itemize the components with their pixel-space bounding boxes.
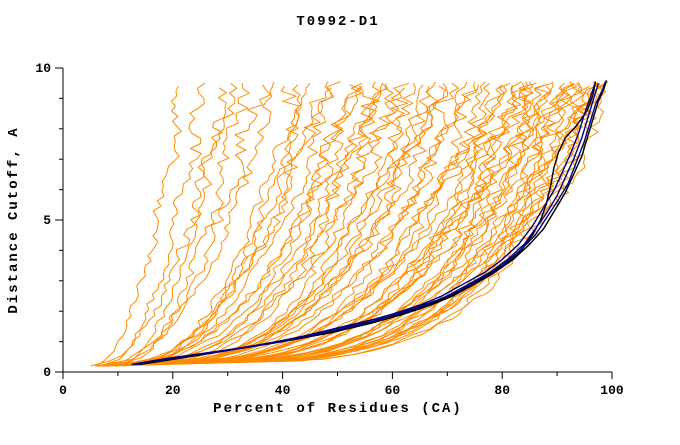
model-curve xyxy=(122,84,584,365)
y-tick-label: 0 xyxy=(43,365,51,380)
highlight-black-curve-1 xyxy=(134,81,597,366)
model-curve xyxy=(122,82,389,367)
highlight-navy-curve-3 xyxy=(131,81,597,366)
model-curve xyxy=(116,81,523,365)
y-tick-label: 5 xyxy=(43,213,51,228)
model-curve xyxy=(123,81,529,365)
x-tick-label: 60 xyxy=(385,383,401,398)
model-curve xyxy=(104,82,553,367)
x-tick-label: 40 xyxy=(275,383,291,398)
model-curve xyxy=(95,87,406,367)
model-curve xyxy=(111,81,382,367)
model-curve xyxy=(132,84,424,364)
x-tick-label: 80 xyxy=(494,383,510,398)
model-curve xyxy=(112,82,575,367)
x-tick-label: 0 xyxy=(59,383,67,398)
model-curve xyxy=(121,81,478,365)
model-curve xyxy=(116,81,341,365)
model-curve xyxy=(95,85,182,367)
model-curve xyxy=(94,82,383,367)
model-curve xyxy=(137,84,302,364)
axes-layer: 0 20 40 60 80 100 0 5 10 xyxy=(35,61,624,398)
y-tick-label: 10 xyxy=(35,61,51,76)
x-tick-label: 20 xyxy=(165,383,181,398)
model-curve xyxy=(119,81,609,365)
model-curve xyxy=(123,83,250,364)
model-curve xyxy=(110,81,468,367)
model-curves-layer xyxy=(90,81,609,367)
model-curve xyxy=(140,82,410,364)
model-curve xyxy=(102,84,574,367)
model-curve xyxy=(104,82,206,365)
model-curve xyxy=(90,82,238,367)
model-curve xyxy=(98,85,564,367)
model-curve xyxy=(111,87,227,367)
model-curve xyxy=(120,81,603,365)
model-curve xyxy=(141,81,534,364)
highlight-curves-layer xyxy=(131,80,608,366)
model-curve xyxy=(103,81,332,367)
model-curve xyxy=(107,81,601,365)
x-axis-label: Percent of Residues (CA) xyxy=(213,401,463,417)
model-curve xyxy=(105,81,275,365)
model-curve xyxy=(118,81,578,365)
model-curve xyxy=(102,82,363,367)
model-curve xyxy=(101,81,440,367)
model-curve xyxy=(133,84,600,364)
model-curve xyxy=(134,82,583,364)
y-axis-label: Distance Cutoff, A xyxy=(6,126,22,313)
model-curve xyxy=(114,84,504,364)
x-tick-label: 100 xyxy=(600,383,624,398)
model-curve xyxy=(115,82,448,365)
model-curve xyxy=(129,84,522,364)
model-curve xyxy=(116,85,300,367)
model-curve xyxy=(105,85,594,367)
model-curve xyxy=(104,82,490,367)
model-curve xyxy=(121,83,416,365)
model-curve xyxy=(129,82,311,364)
model-curve xyxy=(96,85,363,367)
model-curve xyxy=(140,83,399,364)
model-curve xyxy=(95,84,271,367)
model-curve xyxy=(117,86,430,365)
model-curve xyxy=(127,81,486,364)
chart-title: T0992-D1 xyxy=(296,14,379,30)
